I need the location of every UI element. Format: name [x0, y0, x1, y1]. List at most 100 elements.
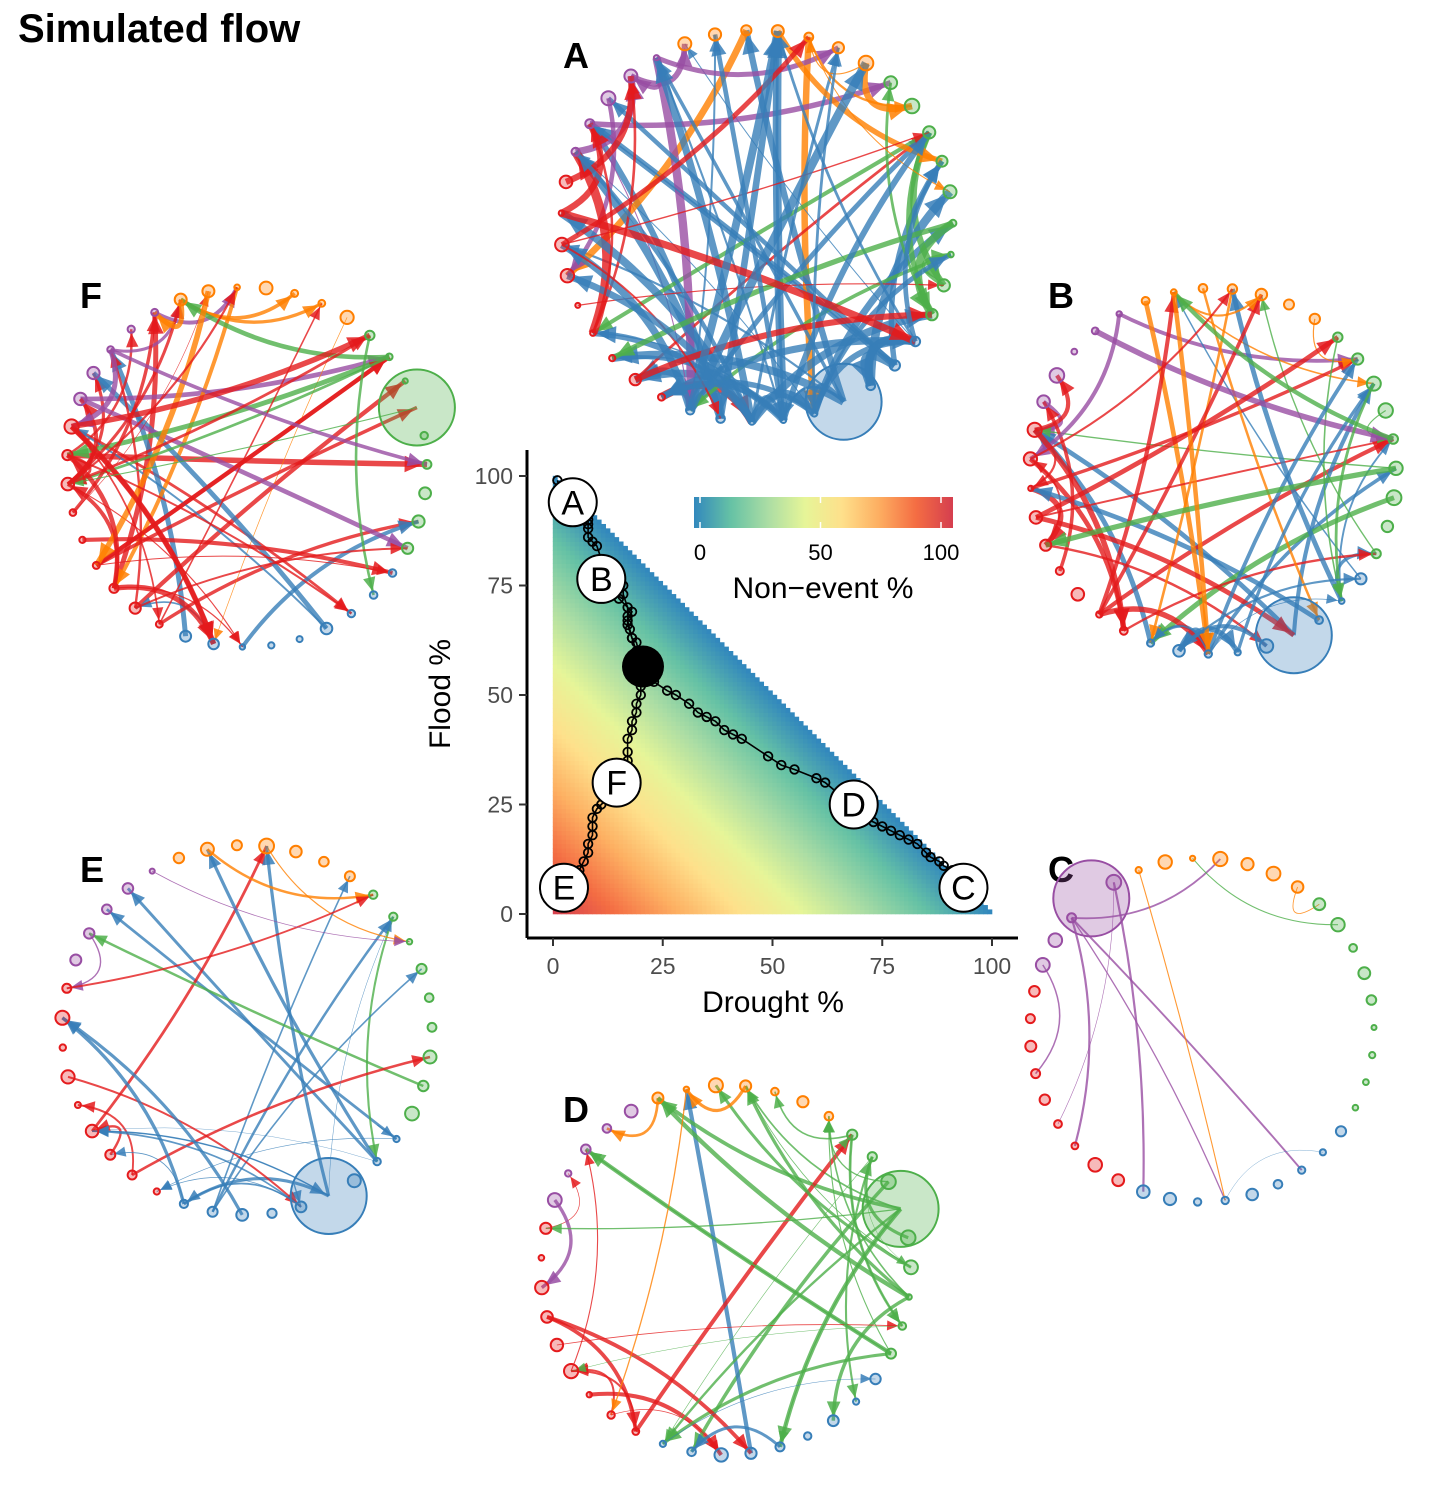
heatmap-cell — [706, 629, 712, 634]
heatmap-cell — [776, 778, 782, 783]
heatmap-cell — [640, 856, 646, 862]
heatmap-cell — [759, 799, 765, 805]
heatmap-cell — [715, 830, 721, 836]
network-arrowhead — [1326, 593, 1338, 604]
heatmap-cell — [618, 703, 624, 709]
heatmap-cell — [781, 707, 786, 713]
heatmap-cell — [741, 826, 747, 832]
heatmap-cell — [587, 843, 593, 849]
heatmap-cell — [565, 721, 571, 726]
network-node — [1095, 610, 1104, 619]
heatmap-cell — [579, 839, 585, 845]
heatmap-cell — [675, 655, 681, 661]
heatmap-cell — [697, 725, 703, 731]
heatmap-cell — [675, 699, 681, 705]
heatmap-cell — [583, 729, 589, 735]
heatmap-cell — [601, 690, 606, 696]
heatmap-cell — [561, 813, 567, 818]
heatmap-cell — [557, 585, 563, 591]
heatmap-cell — [640, 703, 646, 709]
heatmap-cell — [627, 567, 633, 573]
heatmap-cell — [649, 690, 655, 696]
heatmap-cell — [767, 874, 773, 880]
heatmap-cell — [781, 712, 786, 718]
heatmap-cell — [754, 821, 760, 827]
heatmap-cell — [688, 905, 694, 910]
heatmap-cell — [745, 848, 751, 853]
heatmap-cell — [776, 905, 782, 910]
heatmap-cell — [671, 756, 677, 761]
heatmap-cell — [623, 742, 628, 748]
heatmap-cell — [592, 620, 598, 626]
heatmap-cell — [706, 900, 712, 906]
heatmap-cell — [614, 659, 620, 665]
heatmap-cell — [623, 550, 628, 556]
heatmap-cell — [557, 633, 563, 639]
heatmap-cell — [745, 839, 751, 845]
heatmap-cell — [649, 729, 655, 735]
heatmap-cell — [592, 747, 598, 753]
heatmap-cell — [785, 756, 791, 761]
heatmap-cell — [732, 865, 738, 871]
heatmap-cell — [587, 707, 593, 713]
heatmap-cell — [601, 694, 606, 700]
heatmap-cell — [574, 694, 580, 700]
heatmap-cell — [605, 905, 611, 910]
heatmap-cell — [776, 725, 782, 731]
heatmap-cell — [737, 852, 743, 858]
heatmap-cell — [728, 721, 734, 726]
heatmap-cell — [596, 707, 602, 713]
heatmap-cell — [702, 896, 707, 902]
network-edge — [1172, 290, 1394, 442]
heatmap-cell — [745, 817, 751, 823]
network-node — [563, 1363, 580, 1380]
heatmap-cell — [732, 707, 738, 713]
heatmap-cell — [592, 699, 598, 705]
heatmap-cell — [609, 742, 615, 748]
heatmap-cell — [649, 856, 655, 862]
heatmap-cell — [772, 826, 778, 832]
heatmap-cell — [750, 786, 756, 792]
heatmap-cell — [649, 751, 655, 757]
heatmap-cell — [680, 637, 685, 643]
heatmap-cell — [561, 664, 567, 670]
heatmap-cell — [680, 725, 685, 731]
heatmap-cell — [640, 620, 646, 626]
heatmap-cell — [614, 664, 620, 670]
heatmap-cell — [552, 764, 558, 770]
heatmap-cell — [702, 694, 707, 700]
heatmap-cell — [601, 909, 606, 915]
heatmap-cell — [675, 703, 681, 709]
network-node — [584, 118, 596, 130]
heatmap-cell — [710, 681, 716, 687]
heatmap-cell — [715, 651, 721, 656]
heatmap-cell — [715, 707, 721, 713]
heatmap-cell — [803, 878, 808, 884]
heatmap-cell — [605, 694, 611, 700]
heatmap-cell — [781, 896, 786, 902]
heatmap-cell — [798, 883, 804, 889]
heatmap-cell — [618, 637, 624, 643]
heatmap-cell — [671, 861, 677, 867]
heatmap-cell — [680, 620, 685, 626]
network-arrowhead — [109, 911, 125, 926]
heatmap-cell — [745, 874, 751, 880]
heatmap-cell — [706, 856, 712, 862]
heatmap-cell — [754, 786, 760, 792]
heatmap-cell — [772, 725, 778, 731]
heatmap-cell — [732, 817, 738, 823]
heatmap-cell — [631, 572, 637, 578]
heatmap-cell — [750, 751, 756, 757]
heatmap-cell — [552, 681, 558, 687]
heatmap-cell — [557, 751, 563, 757]
heatmap-cell — [627, 804, 633, 810]
heatmap-cell — [658, 852, 664, 858]
heatmap-cell — [587, 861, 593, 867]
heatmap-cell — [658, 738, 664, 744]
heatmap-cell — [644, 891, 650, 897]
heatmap-cell — [592, 896, 598, 902]
heatmap-cell — [658, 856, 664, 862]
heatmap-cell — [587, 721, 593, 726]
heatmap-cell — [794, 856, 800, 862]
heatmap-cell — [596, 896, 602, 902]
